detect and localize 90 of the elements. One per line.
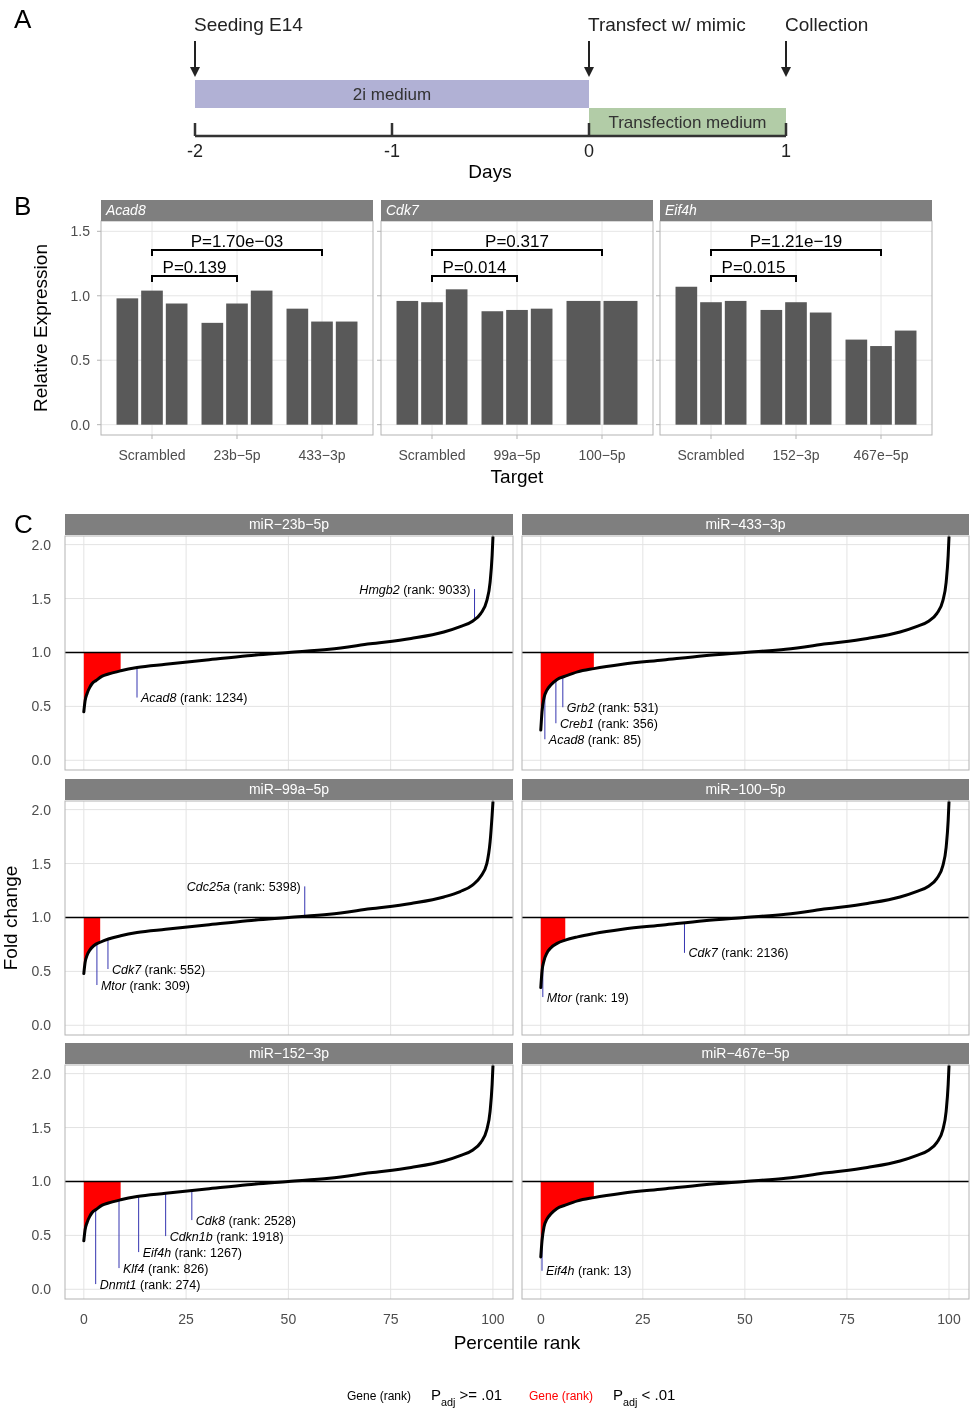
x-tick-label: 23b−5p (213, 447, 261, 463)
annotation: Cdc25a (rank: 5398) (186, 879, 301, 894)
y-tick-label: Transfection medium (608, 113, 767, 132)
annotation: Mtor (rank: 19) (546, 990, 629, 1005)
annotation: Grb2 (rank: 531) (566, 700, 659, 715)
chart-subtitle: miR−99a−5p (248, 781, 330, 797)
y-tick-label: 1.0 (70, 287, 91, 304)
y-tick-label: 1.5 (70, 223, 91, 240)
text: P$_{adj}$ < .01 (613, 1386, 676, 1408)
annotation: Cdk8 (rank: 2528) (195, 1213, 296, 1228)
y-axis-title: Fold change (0, 865, 21, 971)
y-tick-label: 0.0 (31, 1281, 52, 1298)
x-tick-label: 25 (178, 1311, 195, 1327)
text: Gene (rank) (347, 1389, 412, 1403)
annotation: Cdk7 (rank: 552) (111, 962, 206, 977)
chart-title: C (14, 509, 33, 539)
y-tick-label: 1.0 (31, 1173, 52, 1190)
annotation: Acad8 (rank: 85) (547, 732, 642, 747)
chart-subtitle: Acad8 (105, 202, 146, 218)
x-tick-label: Scrambled (118, 447, 186, 463)
x-tick-label: 0 (583, 141, 595, 161)
annotation: Eif4h (rank: 1267) (142, 1245, 243, 1260)
x-tick-label: -2 (186, 141, 204, 161)
chart-subtitle: miR−100−5p (705, 781, 786, 797)
x-tick-label: 100−5p (578, 447, 626, 463)
y-tick-label: 0.5 (31, 963, 52, 980)
x-axis-title: Days (468, 161, 512, 182)
chart-title: B (14, 191, 32, 221)
annotation: Cdk7 (rank: 2136) (688, 946, 789, 961)
text: Transfect w/ mimic (588, 14, 746, 35)
annotation: Dnmt1 (rank: 274) (99, 1277, 201, 1292)
text: Seeding E14 (194, 14, 304, 35)
y-tick-label: 0.5 (31, 698, 52, 715)
x-tick-label: 152−3p (772, 447, 820, 463)
chart-subtitle: Eif4h (665, 202, 698, 218)
annotation: Eif4h (rank: 13) (546, 1264, 632, 1279)
x-tick-label: 99a−5p (493, 447, 541, 463)
chart-subtitle: miR−152−3p (248, 1045, 330, 1061)
annotation: Acad8 (rank: 1234) (140, 691, 248, 706)
x-tick-label: 100 (481, 1311, 505, 1327)
x-tick-label: Scrambled (677, 447, 745, 463)
y-tick-label: 0.0 (31, 1017, 52, 1034)
x-tick-label: 0 (536, 1311, 545, 1327)
x-tick-label: 1 (780, 141, 792, 161)
x-tick-label: 25 (635, 1311, 651, 1327)
annotation: Mtor (rank: 309) (100, 978, 190, 993)
y-tick-label: 1.0 (31, 644, 52, 661)
y-tick-label: 1.5 (31, 590, 52, 607)
annotation: P=1.21e−19 (749, 232, 843, 251)
chart-title: A (14, 4, 32, 34)
y-tick-label: 1.5 (31, 1119, 52, 1136)
x-tick-label: 467e−5p (853, 447, 909, 463)
annotation: P=0.014 (442, 258, 507, 277)
x-tick-label: 50 (737, 1311, 753, 1327)
x-tick-label: 75 (382, 1311, 399, 1327)
x-axis-title: Target (490, 466, 545, 487)
annotation: P=1.70e−03 (190, 232, 284, 251)
y-tick-label: 0.5 (31, 1227, 52, 1244)
x-tick-label: 433−3p (298, 447, 346, 463)
chart-subtitle: miR−467e−5p (701, 1045, 790, 1061)
text: P$_{adj}$ >= .01 (431, 1386, 503, 1408)
x-tick-label: 75 (839, 1311, 855, 1327)
text: Gene (rank) (529, 1389, 594, 1403)
x-axis-title: Percentile rank (453, 1332, 581, 1353)
y-tick-label: 2i medium (352, 85, 432, 104)
y-tick-label: 2.0 (31, 1065, 52, 1082)
annotation: Hmgb2 (rank: 9033) (359, 582, 471, 597)
x-tick-label: Scrambled (398, 447, 466, 463)
y-axis-title: Relative Expression (30, 244, 51, 412)
text: Collection (785, 14, 869, 35)
x-tick-label: 50 (280, 1311, 297, 1327)
chart-subtitle: Cdk7 (386, 202, 420, 218)
annotation: Cdkn1b (rank: 1918) (169, 1229, 284, 1244)
chart-subtitle: miR−23b−5p (248, 516, 330, 532)
x-tick-label: 0 (79, 1311, 88, 1327)
y-tick-label: 2.0 (31, 801, 52, 818)
annotation: Creb1 (rank: 356) (559, 716, 658, 731)
annotation: Klf4 (rank: 826) (123, 1261, 209, 1276)
annotation: P=0.015 (721, 258, 786, 277)
y-tick-label: 2.0 (31, 536, 52, 553)
annotation: P=0.317 (485, 232, 549, 251)
annotation: P=0.139 (162, 258, 227, 277)
y-tick-label: 0.0 (31, 752, 52, 769)
x-tick-label: -1 (383, 141, 401, 161)
x-tick-label: 100 (937, 1311, 961, 1327)
y-tick-label: 1.5 (31, 855, 52, 872)
y-tick-label: 0.0 (70, 416, 91, 433)
chart-subtitle: miR−433−3p (705, 516, 786, 532)
y-tick-label: 1.0 (31, 909, 52, 926)
y-tick-label: 0.5 (70, 352, 91, 369)
